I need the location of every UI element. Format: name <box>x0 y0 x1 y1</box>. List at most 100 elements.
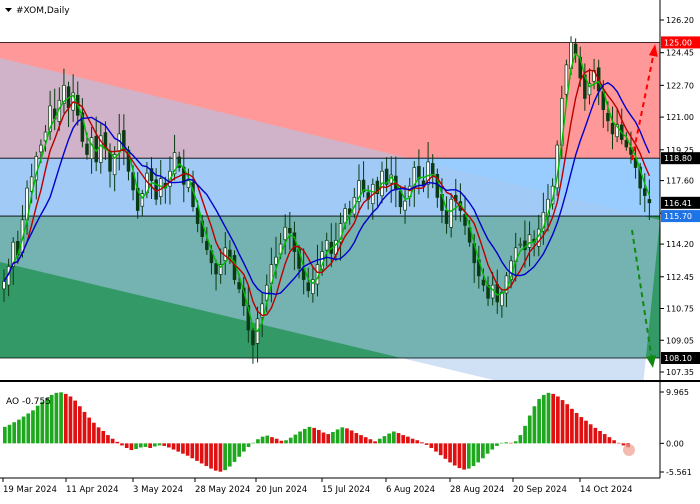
ao-bar <box>579 417 584 444</box>
candle <box>527 221 532 267</box>
ao-tick-label: 0.00 <box>666 439 684 448</box>
candle <box>140 189 145 216</box>
candle <box>205 227 209 255</box>
date-tick-label: 19 Mar 2024 <box>3 485 57 495</box>
ao-bar <box>429 443 434 448</box>
ma-line-2 <box>3 81 651 296</box>
ao-bar <box>602 434 607 444</box>
level-label: 108.10 <box>664 354 692 363</box>
candle <box>311 266 315 303</box>
ao-bar <box>232 443 237 462</box>
candle <box>324 232 329 267</box>
ao-bar <box>466 443 471 469</box>
price-tick-label: 124.45 <box>666 49 694 58</box>
ao-bar <box>12 422 17 444</box>
ao-bar <box>124 443 129 448</box>
candle <box>403 185 407 224</box>
moving-averages <box>3 52 651 333</box>
candle <box>232 250 237 285</box>
ao-bar <box>7 424 12 444</box>
ao-bar <box>148 443 152 448</box>
ao-bar <box>448 443 452 463</box>
ao-bar <box>509 442 513 444</box>
ao-bar <box>546 392 551 444</box>
ao-bar <box>190 443 195 459</box>
ao-bar <box>129 443 134 451</box>
date-tick-label: 20 Sep 2024 <box>513 485 567 495</box>
ao-bar <box>495 443 499 446</box>
ao-bar <box>382 436 387 444</box>
ao-bar <box>312 427 316 444</box>
ao-bar <box>490 443 495 450</box>
ao-bar <box>54 392 59 444</box>
ao-bar <box>157 443 162 446</box>
price-tick-label: 114.20 <box>666 240 694 249</box>
ao-bar <box>335 429 340 444</box>
ao-bar <box>63 393 68 444</box>
candle <box>11 237 15 285</box>
ao-bar <box>185 443 190 456</box>
ao-bar <box>209 443 213 469</box>
ao-bar <box>481 443 485 459</box>
price-axis[interactable]: 126.20 124.45 122.70 121.00 119.25 117.60 115.… <box>660 16 694 377</box>
level-label: 116.41 <box>664 199 692 208</box>
ao-bar <box>251 442 256 444</box>
ao-bar <box>584 420 588 444</box>
ao-bar <box>391 431 396 444</box>
candle <box>610 106 615 150</box>
ao-bar <box>387 433 391 444</box>
ao-bar <box>223 443 227 471</box>
ao-bar <box>401 435 406 444</box>
level-label-bg <box>661 210 700 223</box>
ao-bar <box>176 443 181 452</box>
date-tick-label: 28 May 2024 <box>195 485 250 495</box>
ao-bar <box>115 441 120 444</box>
level-label-bg <box>661 351 700 364</box>
ao-bar <box>537 399 541 444</box>
descending-channel <box>0 58 660 415</box>
ao-bar <box>434 443 438 452</box>
ao-last-marker <box>623 444 635 456</box>
ao-axis[interactable]: 9.965 0.00 -5.561 <box>660 388 692 477</box>
ao-bar <box>541 394 546 444</box>
ao-bar <box>457 443 462 469</box>
ao-bar <box>49 394 54 444</box>
candle <box>48 90 52 141</box>
candle <box>274 236 278 279</box>
ao-bar <box>438 443 443 456</box>
ao-bar <box>162 443 167 446</box>
pane-separator[interactable] <box>0 380 700 382</box>
candle <box>177 151 181 172</box>
ao-bar <box>424 443 429 445</box>
date-axis[interactable]: 19 Mar 2024 11 Apr 2024 3 May 2024 28 May 2… <box>2 478 633 495</box>
ao-bar <box>26 413 31 444</box>
ao-bar <box>270 437 274 444</box>
date-tick-label: 15 Jul 2024 <box>322 485 370 495</box>
ao-bar <box>612 440 616 444</box>
ao-bar <box>171 443 176 450</box>
candle <box>306 267 311 298</box>
ao-bar <box>152 443 157 447</box>
ao-bar <box>17 419 21 444</box>
ao-bar <box>293 434 298 444</box>
price-tick-label: 119.25 <box>666 146 694 155</box>
candle <box>186 168 191 193</box>
ao-bar <box>527 415 532 444</box>
ao-bar <box>368 439 373 444</box>
ao-bar <box>77 406 82 444</box>
ao-bar <box>59 392 63 444</box>
candle <box>172 134 177 181</box>
dropdown-triangle-icon[interactable] <box>5 8 12 12</box>
ao-bar <box>406 436 410 444</box>
price-tick-label: 117.60 <box>666 177 694 186</box>
ao-bar <box>359 435 363 444</box>
ao-bar <box>560 400 565 444</box>
ao-bar <box>213 443 218 471</box>
price-tick-label: 110.75 <box>666 305 694 314</box>
level-lines <box>0 42 660 359</box>
forecast-down-arrow <box>631 229 656 368</box>
ao-bar <box>195 443 199 461</box>
date-tick-label: 3 May 2024 <box>133 485 183 495</box>
